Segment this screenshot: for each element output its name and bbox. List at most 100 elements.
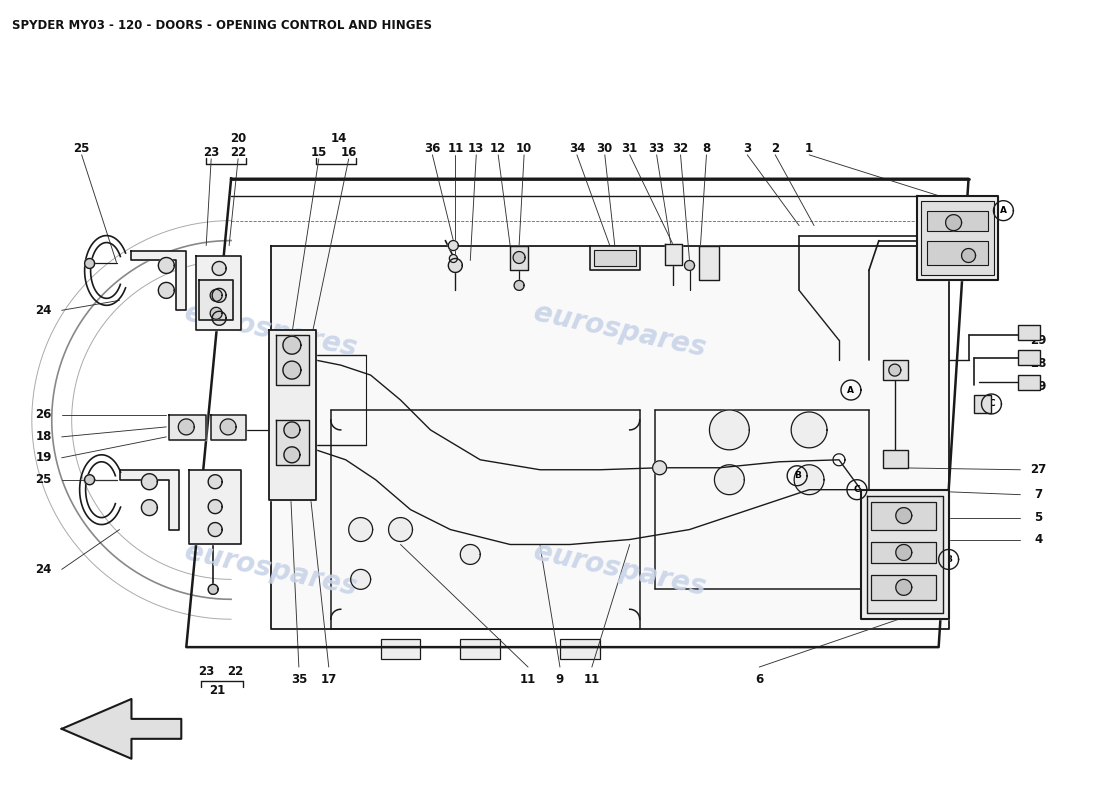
Polygon shape xyxy=(351,570,371,590)
Polygon shape xyxy=(189,470,241,545)
Text: 20: 20 xyxy=(230,133,246,146)
Text: eurospares: eurospares xyxy=(531,298,708,362)
Text: 15: 15 xyxy=(310,146,327,159)
Text: eurospares: eurospares xyxy=(531,538,708,602)
Bar xyxy=(883,450,908,468)
Polygon shape xyxy=(132,250,186,310)
Polygon shape xyxy=(714,465,745,494)
Text: 23: 23 xyxy=(198,665,214,678)
Text: 36: 36 xyxy=(425,142,441,155)
Text: A: A xyxy=(1000,206,1006,215)
Polygon shape xyxy=(178,419,195,435)
Text: 31: 31 xyxy=(621,142,638,155)
Polygon shape xyxy=(158,258,174,274)
Polygon shape xyxy=(120,470,179,530)
Bar xyxy=(883,360,908,380)
Text: 24: 24 xyxy=(35,563,52,576)
Bar xyxy=(974,395,991,413)
Text: 11: 11 xyxy=(584,673,600,686)
Bar xyxy=(460,639,500,659)
Polygon shape xyxy=(212,262,227,275)
Polygon shape xyxy=(514,281,524,290)
Polygon shape xyxy=(283,361,301,379)
Polygon shape xyxy=(169,415,206,440)
Bar xyxy=(926,210,989,230)
Text: 18: 18 xyxy=(35,430,52,443)
Polygon shape xyxy=(510,246,528,270)
Polygon shape xyxy=(450,254,458,262)
Text: 22: 22 xyxy=(227,665,243,678)
Polygon shape xyxy=(388,518,412,542)
Polygon shape xyxy=(211,415,246,440)
Bar xyxy=(921,201,994,275)
Text: 34: 34 xyxy=(569,142,585,155)
Text: 4: 4 xyxy=(1034,533,1043,546)
Polygon shape xyxy=(142,474,157,490)
Bar xyxy=(381,639,420,659)
Polygon shape xyxy=(710,410,749,450)
Bar xyxy=(1019,350,1041,365)
Polygon shape xyxy=(449,258,462,273)
Text: 24: 24 xyxy=(35,304,52,317)
Polygon shape xyxy=(62,699,182,758)
Bar xyxy=(594,250,636,266)
Polygon shape xyxy=(684,261,694,270)
Polygon shape xyxy=(220,419,236,435)
Polygon shape xyxy=(212,288,227,302)
Polygon shape xyxy=(895,545,912,561)
Polygon shape xyxy=(652,461,667,474)
Bar xyxy=(871,502,936,530)
Text: 11: 11 xyxy=(520,673,536,686)
Text: 12: 12 xyxy=(491,142,506,155)
Text: 26: 26 xyxy=(35,409,52,422)
Text: 29: 29 xyxy=(1030,334,1046,346)
Text: 22: 22 xyxy=(230,146,246,159)
Text: 30: 30 xyxy=(596,142,613,155)
Bar xyxy=(871,542,936,563)
Polygon shape xyxy=(208,500,222,514)
Text: eurospares: eurospares xyxy=(183,538,360,602)
Text: 3: 3 xyxy=(744,142,751,155)
Text: 7: 7 xyxy=(1034,488,1043,501)
Text: A: A xyxy=(847,386,855,394)
Bar xyxy=(926,241,989,266)
Polygon shape xyxy=(961,249,976,262)
Polygon shape xyxy=(449,241,459,250)
Polygon shape xyxy=(284,422,300,438)
Bar xyxy=(1019,326,1041,340)
Polygon shape xyxy=(208,584,218,594)
Text: 19: 19 xyxy=(35,451,52,464)
Polygon shape xyxy=(867,496,943,614)
Text: SPYDER MY03 - 120 - DOORS - OPENING CONTROL AND HINGES: SPYDER MY03 - 120 - DOORS - OPENING CONT… xyxy=(12,19,432,32)
Polygon shape xyxy=(276,335,309,385)
Text: 32: 32 xyxy=(672,142,689,155)
Polygon shape xyxy=(208,474,222,489)
Text: 28: 28 xyxy=(1030,357,1046,370)
Text: 1: 1 xyxy=(805,142,813,155)
Polygon shape xyxy=(861,490,948,619)
Polygon shape xyxy=(284,447,300,462)
Text: 2: 2 xyxy=(771,142,779,155)
Text: 27: 27 xyxy=(1031,463,1046,476)
Text: 17: 17 xyxy=(320,673,337,686)
Text: 16: 16 xyxy=(341,146,356,159)
Text: C: C xyxy=(988,399,994,409)
Text: 10: 10 xyxy=(516,142,532,155)
Polygon shape xyxy=(270,330,316,500)
Polygon shape xyxy=(590,246,640,270)
Text: B: B xyxy=(945,555,952,564)
Bar xyxy=(560,639,600,659)
Text: 23: 23 xyxy=(204,146,219,159)
Text: 8: 8 xyxy=(702,142,711,155)
Text: 25: 25 xyxy=(74,142,90,155)
Polygon shape xyxy=(460,545,481,565)
Polygon shape xyxy=(276,420,309,465)
Polygon shape xyxy=(283,336,301,354)
Polygon shape xyxy=(199,281,233,320)
Text: 6: 6 xyxy=(755,673,763,686)
Polygon shape xyxy=(895,579,912,595)
Polygon shape xyxy=(513,251,525,263)
Polygon shape xyxy=(889,364,901,376)
Text: 25: 25 xyxy=(35,474,52,486)
Polygon shape xyxy=(271,246,948,630)
